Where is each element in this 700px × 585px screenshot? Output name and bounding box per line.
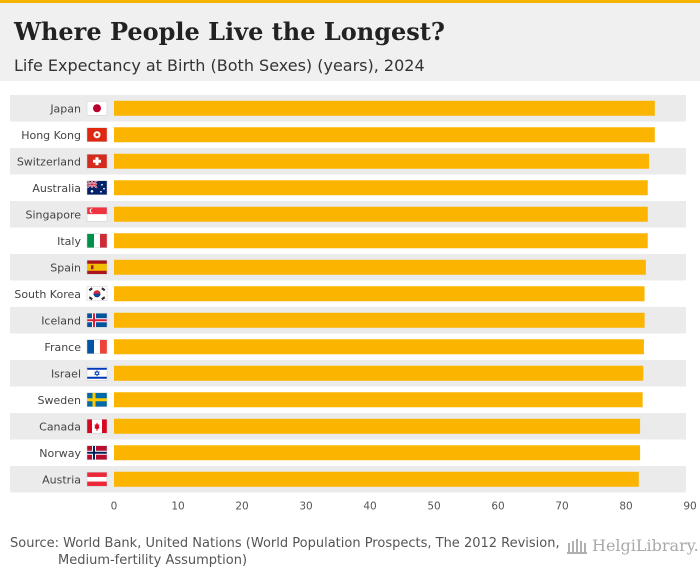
- category-label: South Korea: [14, 288, 81, 301]
- spain-flag-icon: [86, 260, 108, 275]
- source-note: Source: World Bank, United Nations (Worl…: [10, 536, 560, 568]
- japan-flag-icon: [86, 101, 108, 116]
- x-tick-label: 0: [111, 501, 118, 513]
- category-label: Norway: [39, 447, 81, 460]
- x-tick-label: 50: [427, 501, 440, 513]
- hong-kong-flag-icon: [86, 127, 108, 142]
- bar: [114, 339, 644, 355]
- austria-flag-icon: [86, 472, 108, 487]
- top-accent-bar: [0, 0, 700, 3]
- france-flag-icon: [86, 339, 108, 354]
- bar: [114, 127, 655, 143]
- category-label: Italy: [57, 235, 81, 248]
- x-tick-label: 10: [171, 501, 184, 513]
- canada-flag-icon: [86, 419, 108, 434]
- library-building-icon: [567, 539, 587, 554]
- category-label: Spain: [50, 261, 81, 274]
- bar: [114, 392, 643, 408]
- logo-text: HelgiLibrary.: [592, 535, 699, 555]
- x-tick-label: 20: [235, 501, 248, 513]
- category-label: Iceland: [41, 314, 81, 327]
- israel-flag-icon: [86, 366, 108, 381]
- bar: [114, 286, 645, 302]
- singapore-flag-icon: [86, 207, 108, 222]
- category-label: Israel: [51, 367, 81, 380]
- bar: [114, 365, 644, 381]
- x-tick-label: 90: [683, 501, 696, 513]
- australia-flag-icon: [86, 180, 108, 195]
- category-label: France: [44, 341, 81, 354]
- bar: [114, 206, 648, 222]
- norway-flag-icon: [86, 445, 108, 460]
- helgi-library-logo: HelgiLibrary.: [566, 534, 699, 556]
- category-label: Japan: [49, 102, 81, 115]
- category-label: Switzerland: [17, 155, 81, 168]
- category-label: Hong Kong: [21, 129, 81, 142]
- italy-flag-icon: [86, 233, 108, 248]
- x-tick-label: 70: [555, 501, 568, 513]
- bar: [114, 259, 646, 275]
- bar: [114, 153, 650, 169]
- sweden-flag-icon: [86, 392, 108, 407]
- category-label: Singapore: [26, 208, 82, 221]
- south-korea-flag-icon: [86, 286, 108, 301]
- category-label: Sweden: [38, 394, 81, 407]
- category-label: Austria: [42, 473, 81, 486]
- switzerland-flag-icon: [86, 154, 108, 169]
- x-tick-label: 30: [299, 501, 312, 513]
- x-tick-label: 40: [363, 501, 376, 513]
- bar: [114, 233, 648, 249]
- x-tick-label: 80: [619, 501, 632, 513]
- bar: [114, 312, 645, 328]
- chart-title: Where People Live the Longest?: [14, 17, 445, 46]
- bar: [114, 100, 655, 116]
- category-label: Canada: [39, 420, 81, 433]
- bar: [114, 418, 641, 434]
- bar: [114, 471, 639, 487]
- bar-chart: Japan Hong Kong Switzerland Australia Singap…: [10, 95, 697, 513]
- chart-subtitle: Life Expectancy at Birth (Both Sexes) (y…: [14, 56, 425, 75]
- bar: [114, 180, 648, 196]
- bar: [114, 445, 641, 461]
- category-label: Australia: [32, 182, 81, 195]
- iceland-flag-icon: [86, 313, 108, 328]
- chart-header: Where People Live the Longest? Life Expe…: [0, 3, 700, 81]
- x-tick-label: 60: [491, 501, 504, 513]
